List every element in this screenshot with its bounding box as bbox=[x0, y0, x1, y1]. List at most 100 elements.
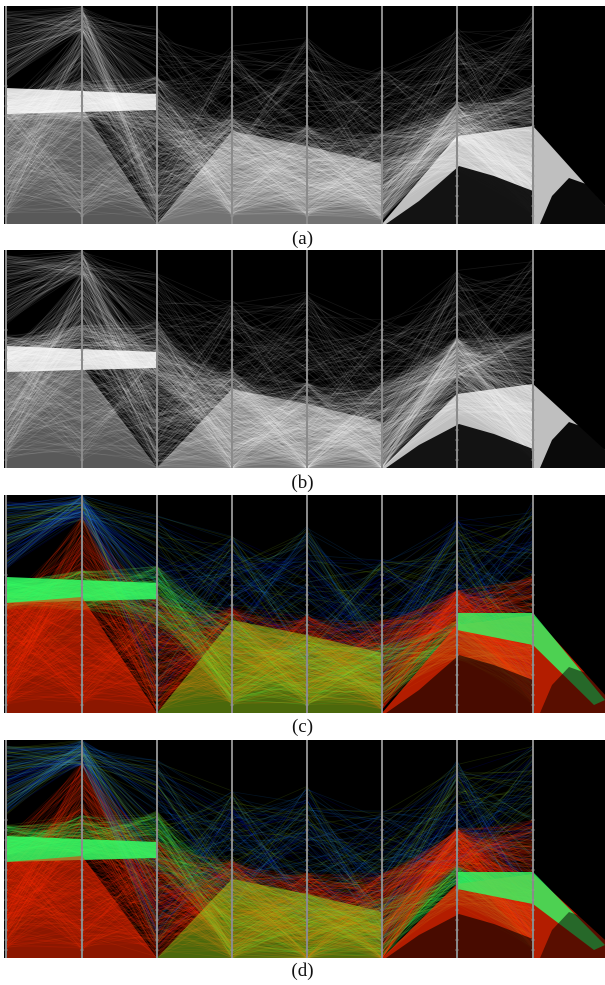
data-line bbox=[5, 501, 534, 667]
data-line bbox=[5, 86, 534, 201]
data-line bbox=[5, 371, 534, 456]
data-line bbox=[5, 354, 534, 468]
data-line bbox=[5, 820, 534, 958]
data-line bbox=[5, 104, 534, 206]
black-hump-left bbox=[386, 655, 533, 713]
data-line bbox=[5, 351, 534, 461]
data-line bbox=[5, 105, 534, 207]
data-line bbox=[5, 266, 534, 427]
data-line bbox=[5, 13, 534, 167]
data-line bbox=[5, 123, 534, 217]
data-line bbox=[5, 495, 534, 701]
data-line bbox=[5, 823, 534, 958]
data-line bbox=[5, 327, 534, 451]
data-line bbox=[5, 357, 534, 464]
data-line bbox=[5, 112, 534, 204]
data-line bbox=[5, 587, 534, 698]
data-line bbox=[5, 254, 534, 448]
data-line bbox=[5, 114, 534, 219]
data-line bbox=[5, 746, 534, 941]
data-line bbox=[5, 587, 534, 690]
data-line bbox=[5, 110, 534, 219]
data-line bbox=[5, 12, 534, 214]
data-line bbox=[5, 803, 534, 957]
data-line bbox=[5, 124, 534, 209]
data-line bbox=[5, 519, 534, 649]
data-line bbox=[5, 506, 534, 660]
data-line bbox=[5, 559, 534, 694]
data-line bbox=[5, 340, 534, 463]
data-line bbox=[5, 76, 534, 192]
data-line bbox=[5, 334, 534, 458]
data-line bbox=[5, 10, 534, 205]
data-line bbox=[5, 292, 534, 436]
polylines-group bbox=[5, 6, 534, 224]
data-line bbox=[5, 254, 534, 446]
data-line bbox=[5, 20, 534, 177]
data-line bbox=[5, 100, 534, 194]
data-line bbox=[5, 310, 534, 452]
data-line bbox=[5, 122, 534, 202]
data-line bbox=[5, 511, 534, 672]
data-line bbox=[5, 47, 534, 215]
data-line bbox=[5, 250, 534, 423]
data-line bbox=[5, 802, 534, 948]
data-line bbox=[5, 269, 534, 441]
data-line bbox=[5, 303, 534, 455]
data-line bbox=[5, 376, 534, 452]
data-line bbox=[5, 821, 534, 949]
data-line bbox=[5, 354, 534, 456]
data-line bbox=[5, 112, 534, 208]
data-line bbox=[5, 94, 534, 209]
data-line bbox=[5, 777, 534, 933]
data-line bbox=[5, 46, 534, 194]
data-line bbox=[5, 511, 534, 681]
data-line bbox=[5, 279, 534, 448]
data-line bbox=[5, 109, 534, 180]
data-line bbox=[5, 746, 534, 932]
data-line bbox=[5, 752, 534, 907]
data-line bbox=[5, 352, 534, 468]
data-line bbox=[5, 363, 534, 468]
data-line bbox=[5, 516, 534, 656]
data-line bbox=[5, 24, 534, 184]
data-line bbox=[5, 509, 534, 652]
data-line bbox=[5, 274, 534, 413]
data-line bbox=[5, 820, 534, 949]
data-line bbox=[5, 504, 534, 656]
data-line bbox=[5, 511, 534, 689]
data-line bbox=[5, 48, 534, 216]
data-line bbox=[5, 313, 534, 437]
data-line bbox=[5, 338, 534, 465]
data-line bbox=[5, 47, 534, 216]
data-line bbox=[5, 762, 534, 890]
data-line bbox=[5, 56, 534, 190]
data-line bbox=[5, 347, 534, 412]
data-line bbox=[5, 86, 534, 209]
data-line bbox=[5, 127, 534, 208]
data-line bbox=[5, 325, 534, 452]
data-line bbox=[5, 846, 534, 957]
data-line bbox=[5, 256, 534, 424]
data-line bbox=[5, 348, 534, 457]
data-line bbox=[5, 512, 534, 641]
data-line bbox=[5, 601, 534, 699]
data-line bbox=[5, 105, 534, 198]
data-line bbox=[5, 507, 534, 673]
data-line bbox=[5, 756, 534, 894]
data-line bbox=[5, 779, 534, 935]
data-line bbox=[5, 365, 534, 437]
data-line bbox=[5, 501, 534, 698]
data-line bbox=[5, 331, 534, 456]
data-line bbox=[5, 90, 534, 224]
data-line bbox=[5, 112, 534, 214]
data-line bbox=[5, 21, 534, 201]
data-line bbox=[5, 303, 534, 468]
data-line bbox=[5, 754, 534, 899]
data-line bbox=[5, 809, 534, 958]
data-line bbox=[5, 331, 534, 446]
data-line bbox=[5, 340, 534, 461]
data-line bbox=[5, 751, 534, 929]
mid-band bbox=[157, 620, 382, 713]
data-line bbox=[5, 312, 534, 465]
